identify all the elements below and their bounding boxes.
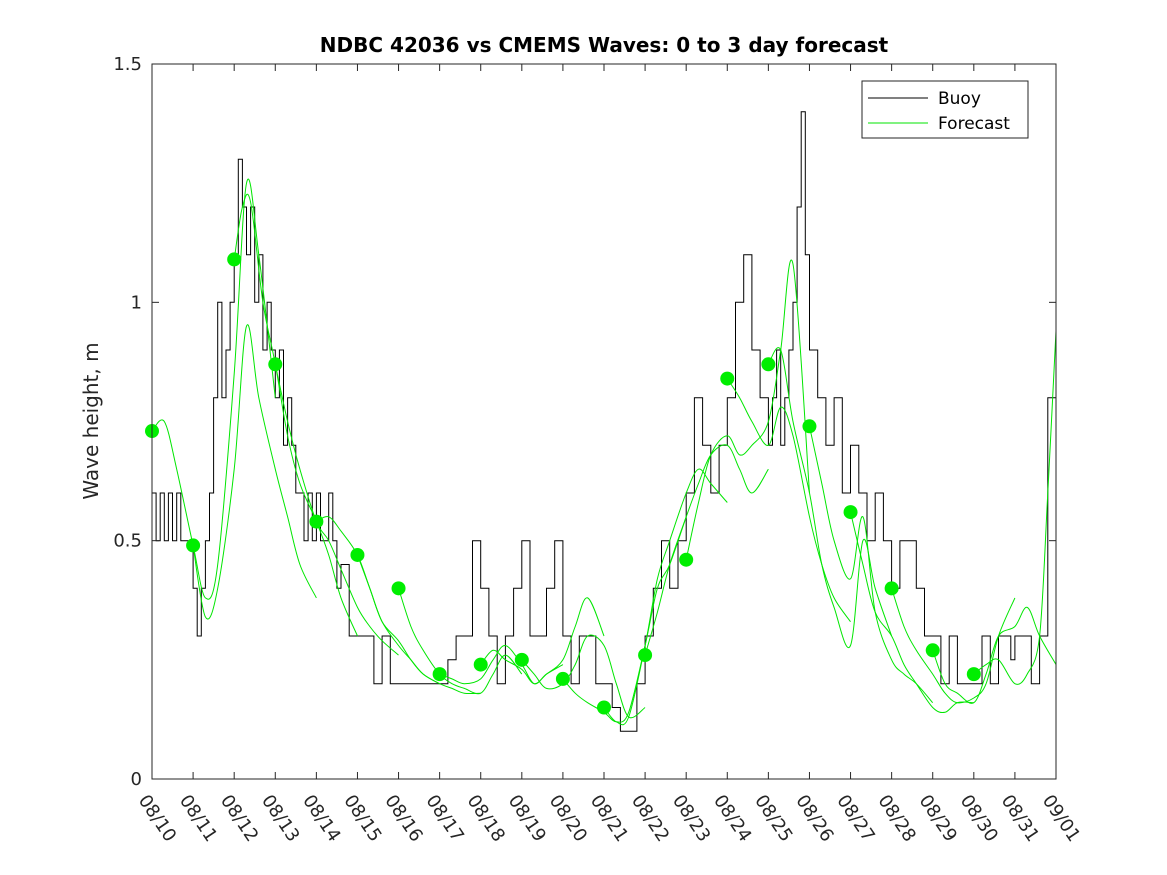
forecast-start-marker [186, 538, 201, 553]
forecast-series-layer [151, 178, 1057, 726]
y-axis-ticks: 0 0.5 1 1.5 [113, 54, 1056, 790]
forecast-start-marker [514, 652, 529, 667]
forecast-start-marker [761, 357, 776, 372]
x-tick-label: 08/18 [463, 791, 509, 846]
y-axis-label: Wave height, m [79, 342, 103, 499]
x-tick-label: 08/23 [668, 791, 714, 846]
x-tick-label: 08/30 [956, 791, 1002, 846]
x-tick-label: 08/29 [915, 791, 961, 846]
x-tick-label: 08/24 [709, 791, 755, 846]
forecast-series-line [151, 178, 276, 600]
forecast-series-line [726, 378, 851, 622]
forecast-series-line [932, 606, 1057, 704]
forecast-series-line [644, 444, 769, 656]
x-tick-label: 08/11 [175, 791, 221, 846]
x-tick-label: 08/13 [257, 791, 303, 846]
forecast-start-marker [227, 252, 242, 267]
forecast-start-marker [843, 505, 858, 520]
forecast-start-marker [350, 547, 365, 562]
x-tick-label: 08/10 [134, 791, 180, 846]
x-tick-label: 08/27 [832, 791, 878, 846]
forecast-start-marker [391, 581, 406, 596]
forecast-series-line [562, 516, 687, 723]
forecast-start-marker [432, 667, 447, 682]
y-tick-label: 0 [131, 769, 142, 790]
x-tick-label: 08/31 [997, 791, 1043, 846]
forecast-series-line [398, 588, 523, 695]
x-tick-label: 08/17 [421, 791, 467, 846]
forecast-start-marker [555, 671, 570, 686]
forecast-series-line [192, 324, 317, 620]
forecast-series-line [850, 511, 974, 714]
legend-buoy-label: Buoy [938, 89, 981, 109]
x-tick-label: 08/22 [627, 791, 673, 846]
x-tick-label: 08/12 [216, 791, 262, 846]
forecast-series-line [891, 588, 1016, 704]
forecast-series-line [685, 259, 810, 560]
forecast-start-marker [268, 357, 283, 372]
x-tick-label: 08/21 [586, 791, 632, 846]
x-tick-label: 08/16 [380, 791, 426, 846]
x-tick-label: 08/25 [750, 791, 796, 846]
forecast-start-marker [720, 371, 735, 386]
x-tick-label: 09/01 [1038, 791, 1084, 846]
y-tick-label: 1.5 [113, 54, 142, 75]
forecast-series-line [274, 364, 399, 656]
forecast-series-line [357, 554, 481, 695]
forecast-start-marker [884, 581, 899, 596]
x-tick-label: 08/20 [545, 791, 591, 846]
forecast-start-marker [597, 700, 611, 715]
forecast-start-marker [473, 657, 488, 672]
x-tick-label: 08/14 [298, 791, 344, 846]
legend-forecast-label: Forecast [938, 114, 1010, 134]
x-tick-label: 08/19 [504, 791, 550, 846]
x-tick-label: 08/15 [339, 791, 385, 846]
forecast-series-line [521, 634, 646, 719]
forecast-start-marker [966, 667, 981, 682]
plot-area [152, 64, 1056, 779]
forecast-series-line [480, 597, 605, 685]
legend-box [861, 80, 1029, 139]
forecast-series-line [603, 468, 728, 726]
legend: Buoy Forecast [861, 80, 1029, 139]
forecast-start-markers [145, 252, 981, 715]
forecast-start-marker [925, 643, 940, 658]
y-tick-label: 1 [131, 292, 142, 313]
chart-title: NDBC 42036 vs CMEMS Waves: 0 to 3 day fo… [320, 33, 889, 57]
forecast-series-line [973, 330, 1057, 685]
y-tick-label: 0.5 [113, 531, 142, 552]
forecast-series-line [809, 426, 934, 704]
forecast-series-line [233, 193, 358, 637]
forecast-start-marker [802, 419, 817, 434]
x-tick-label: 08/26 [791, 791, 837, 846]
x-tick-label: 08/28 [873, 791, 919, 846]
forecast-start-marker [309, 514, 324, 529]
forecast-start-marker [679, 552, 694, 567]
forecast-start-marker [638, 648, 653, 663]
